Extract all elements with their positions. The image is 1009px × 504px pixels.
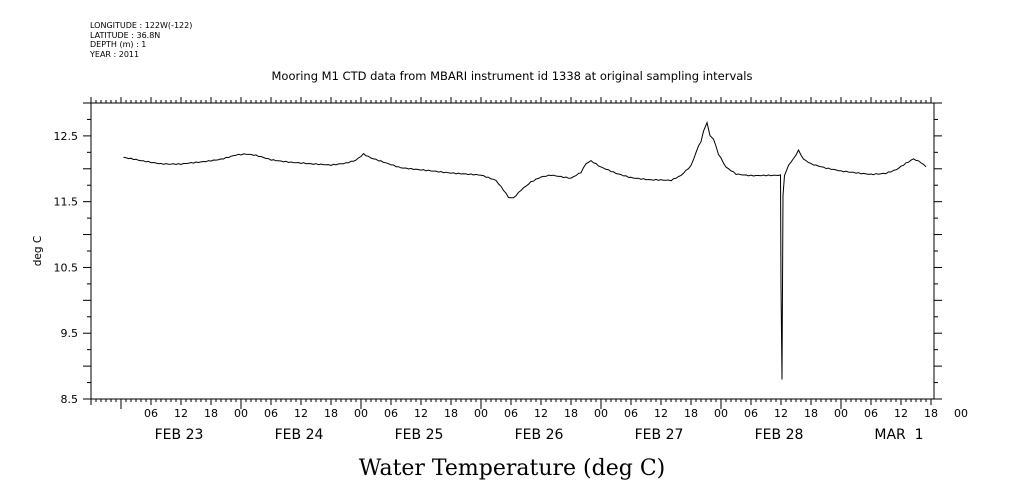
x-day-label: FEB 23 [155,427,204,443]
y-tick-labels: 12.5 11.5 10.5 9.5 8.5 [54,130,79,406]
x-day-labels: FEB 23 FEB 24 FEB 25 FEB 26 FEB 27 FEB 28 MAR … [155,427,924,443]
x-day-label: FEB 27 [635,427,684,443]
x-hour-label: 18 [924,407,938,420]
y-tick-label: 8.5 [61,393,79,406]
x-hour-label: 18 [204,407,218,420]
x-hour-label: 06 [744,407,758,420]
x-hour-label: 06 [384,407,398,420]
x-hour-label: 06 [264,407,278,420]
x-hour-label: 12 [654,407,668,420]
tick-marks [83,97,942,409]
x-day-label: FEB 25 [395,427,444,443]
x-hour-labels: 06 12 18 00 06 12 18 00 06 12 18 00 06 12 18 00 06 12 18 00… [144,407,968,420]
x-day-label: MAR 1 [874,427,923,443]
x-day-label: FEB 26 [515,427,564,443]
plot-frame [90,102,935,400]
x-hour-label: 18 [804,407,818,420]
x-hour-label: 12 [174,407,188,420]
x-hour-label: 18 [324,407,338,420]
chart-title: Mooring M1 CTD data from MBARI instrumen… [272,69,753,83]
x-hour-label: 06 [504,407,518,420]
x-hour-label: 18 [684,407,698,420]
x-hour-label: 12 [534,407,548,420]
metadata-block: LONGITUDE : 122W(-122) LATITUDE : 36.8N … [90,21,192,59]
meta-year: YEAR : 2011 [90,49,140,59]
y-tick-label: 9.5 [61,327,79,340]
y-tick-label: 11.5 [54,196,79,209]
x-hour-label: 00 [474,407,488,420]
x-hour-label: 18 [564,407,578,420]
x-hour-label: 18 [444,407,458,420]
x-hour-label: 00 [354,407,368,420]
meta-depth: DEPTH (m) : 1 [90,40,147,49]
x-hour-label: 00 [714,407,728,420]
x-hour-label: 00 [834,407,848,420]
x-hour-label: 06 [624,407,638,420]
meta-latitude: LATITUDE : 36.8N [90,30,161,40]
x-day-label: FEB 28 [755,427,804,443]
x-hour-label: 06 [144,407,158,420]
x-day-label: FEB 24 [275,427,324,443]
y-tick-label: 12.5 [54,130,79,143]
x-hour-label: 00 [594,407,608,420]
x-hour-label: 12 [894,407,908,420]
x-hour-label: 00 [234,407,248,420]
x-hour-label: 06 [864,407,878,420]
meta-longitude: LONGITUDE : 122W(-122) [90,21,193,30]
x-hour-label: 00 [954,407,968,420]
x-hour-label: 12 [414,407,428,420]
x-hour-label: 12 [294,407,308,420]
x-axis-label: Water Temperature (deg C) [359,456,666,481]
y-axis-label: deg C [32,236,44,266]
series-line-water-temperature [123,120,927,380]
x-hour-label: 12 [774,407,788,420]
y-tick-label: 10.5 [54,261,79,274]
